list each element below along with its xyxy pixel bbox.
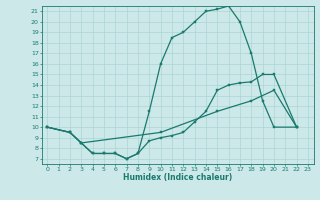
X-axis label: Humidex (Indice chaleur): Humidex (Indice chaleur) (123, 173, 232, 182)
